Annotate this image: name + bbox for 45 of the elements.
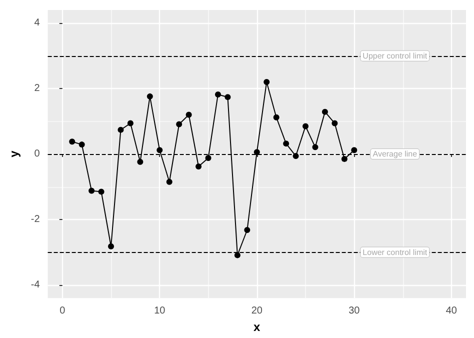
point: [332, 120, 338, 126]
point: [118, 126, 124, 133]
point: [312, 144, 318, 150]
point: [69, 138, 76, 145]
x-tick-label: 10: [154, 306, 166, 317]
y-tick-label: -4: [30, 280, 40, 291]
point: [341, 156, 348, 162]
x-tick-label: 20: [251, 306, 263, 317]
ref-line-label: Upper control limit: [362, 51, 428, 60]
point: [196, 163, 202, 170]
point: [205, 154, 212, 161]
point: [108, 243, 114, 250]
x-tick-label: 30: [348, 306, 360, 317]
point: [215, 91, 221, 98]
ref-line-label: Average line: [372, 150, 418, 159]
point: [186, 112, 192, 118]
y-tick-label: 2: [34, 83, 40, 94]
point: [351, 147, 358, 154]
x-tick-label: 40: [446, 306, 458, 317]
ref-line-label: Lower control limit: [362, 248, 428, 257]
point: [234, 252, 240, 258]
point: [88, 188, 95, 194]
point: [264, 79, 270, 86]
y-tick-label: 4: [34, 18, 40, 29]
point: [273, 114, 280, 120]
point: [244, 227, 250, 233]
point: [322, 108, 328, 115]
point: [166, 178, 172, 185]
point: [224, 94, 231, 100]
x-axis-title: x: [254, 320, 261, 334]
point: [292, 153, 299, 160]
y-axis-title: y: [7, 150, 21, 158]
point: [254, 149, 260, 156]
point: [78, 142, 85, 148]
y-tick-label: 0: [34, 148, 40, 160]
point: [283, 140, 290, 147]
point: [137, 158, 144, 165]
point: [176, 121, 182, 128]
point: [146, 93, 153, 100]
point: [127, 120, 134, 126]
x-tick-label: 0: [60, 306, 66, 317]
point: [302, 123, 309, 130]
y-tick-label: -2: [30, 214, 40, 226]
point: [156, 147, 163, 154]
point: [98, 188, 104, 195]
